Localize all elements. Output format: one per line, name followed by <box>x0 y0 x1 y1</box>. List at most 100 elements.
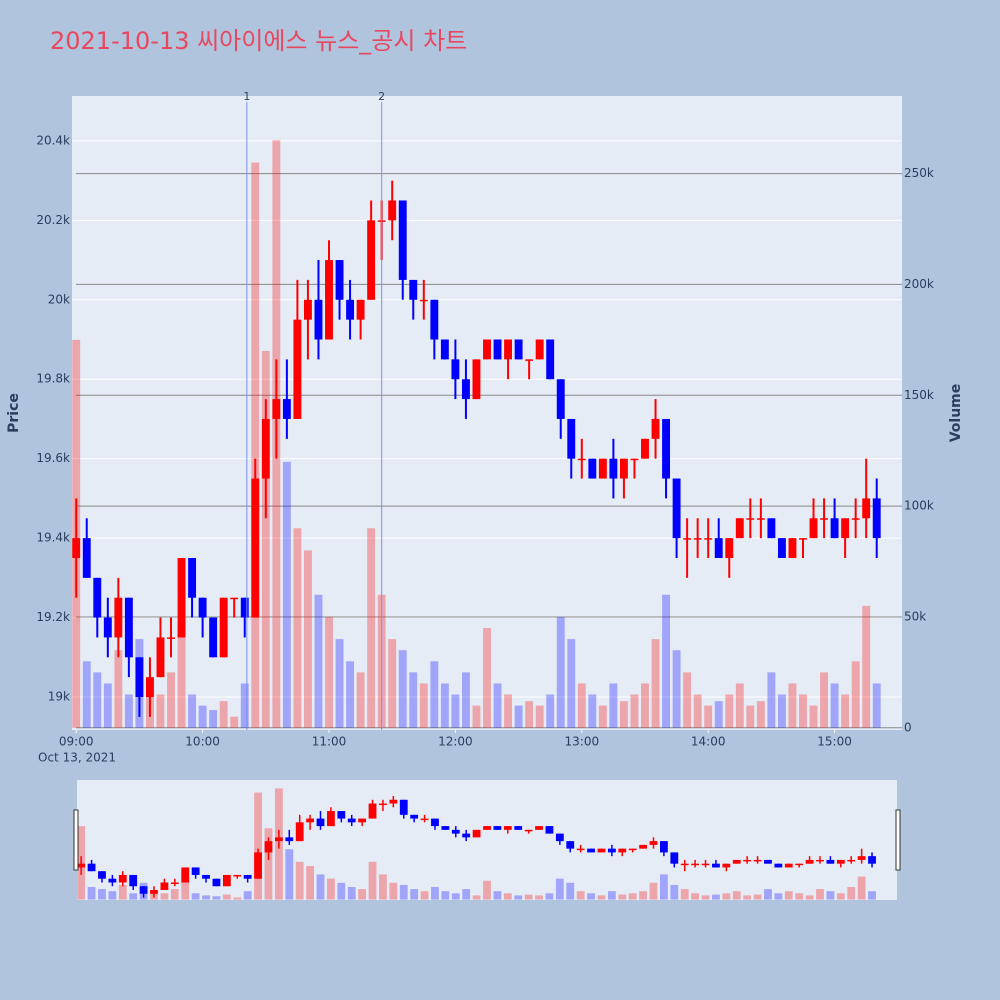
volume-bar <box>525 701 534 728</box>
candle-body <box>767 518 776 539</box>
slider-volume-bar <box>712 894 720 900</box>
slider-volume-bar <box>795 893 804 900</box>
candle-body <box>335 260 344 300</box>
slider-candle-body <box>857 856 866 860</box>
x-tick-label: 14:00 <box>691 735 726 749</box>
slider-candle-body <box>264 841 273 853</box>
candle-body <box>167 637 175 639</box>
volume-bar <box>282 461 291 728</box>
volume-bar <box>630 694 639 728</box>
volume-bar <box>219 701 228 728</box>
candle-body <box>188 557 197 598</box>
slider-handle-left[interactable] <box>73 809 79 871</box>
slider-volume-bar <box>732 891 741 900</box>
candle-body <box>356 299 365 320</box>
volume-bar <box>240 683 249 728</box>
volume-bar <box>398 650 407 728</box>
slider-volume-bar <box>680 889 689 900</box>
candle-body <box>219 597 228 658</box>
slider-volume-bar <box>670 884 679 900</box>
slider-candle-body <box>628 848 637 851</box>
volume-bar <box>777 694 786 728</box>
candle-body <box>504 339 513 360</box>
slider-candle-body <box>243 874 252 879</box>
slider-volume-bar <box>503 893 512 900</box>
volume-bar <box>430 661 439 728</box>
slider-candle-body <box>847 859 856 862</box>
slider-volume-bar <box>264 828 273 900</box>
volume-bar <box>862 605 871 728</box>
candle-body <box>493 339 502 360</box>
x-tick-label: 10:00 <box>185 735 220 749</box>
slider-volume-bar <box>535 895 543 900</box>
slider-volume-bar <box>327 878 335 900</box>
volume-bar <box>209 710 218 728</box>
slider-volume-bar <box>295 861 304 900</box>
slider-candle-body <box>368 803 377 819</box>
candle-body <box>619 458 628 479</box>
volume-bar <box>841 694 850 728</box>
y2-tick-label: 150k <box>904 388 934 402</box>
slider-candle-body <box>160 882 169 890</box>
slider-candle-body <box>764 859 772 864</box>
volume-bar <box>788 683 797 728</box>
candle-body <box>809 518 818 539</box>
slider-volume-bar <box>628 893 637 900</box>
volume-bar <box>472 705 481 728</box>
slider-candle-body <box>836 859 845 864</box>
slider-volume-bar <box>243 891 252 900</box>
slider-volume-bar <box>483 880 491 900</box>
candle-body <box>72 538 81 558</box>
volume-bar <box>335 639 344 728</box>
volume-bar <box>609 683 618 728</box>
candle-body <box>114 597 123 638</box>
candle-body <box>725 538 734 558</box>
candle-body <box>662 418 671 479</box>
slider-candle-body <box>441 826 450 830</box>
candle-body <box>693 538 702 540</box>
slider-candle-body <box>399 799 408 815</box>
candle-body <box>788 538 797 558</box>
candle-body <box>872 498 881 539</box>
y-tick-label: 19.6k <box>36 451 70 465</box>
candle-body <box>135 657 144 698</box>
volume-bar <box>799 694 807 728</box>
y-axis-title: Price <box>6 393 22 433</box>
y-tick-label: 20.2k <box>36 213 70 227</box>
volume-bar <box>325 616 333 728</box>
volume-bar <box>156 694 165 728</box>
candle-body <box>651 418 660 439</box>
slider-candle-body <box>327 811 335 827</box>
slider-candle-body <box>420 818 429 821</box>
volume-bar <box>504 694 513 728</box>
volume-bar <box>830 683 839 728</box>
candle-body <box>419 299 428 302</box>
candle-body <box>472 359 481 400</box>
candle-body <box>556 379 565 419</box>
candle-body <box>851 518 860 520</box>
candle-body <box>346 299 355 320</box>
slider-candle-body <box>431 818 439 827</box>
slider-volume-bar <box>764 889 772 900</box>
volume-bar <box>198 705 207 728</box>
candle-body <box>588 458 597 479</box>
slider-volume-bar <box>722 893 731 900</box>
volume-bar <box>577 683 586 728</box>
slider-volume-bar <box>108 891 117 900</box>
candle-body <box>251 478 260 618</box>
volume-bar <box>809 705 818 728</box>
volume-bar <box>851 661 860 728</box>
volume-bar <box>662 594 671 728</box>
volume-bar <box>535 705 544 728</box>
volume-bar <box>556 616 565 728</box>
candle-body <box>546 339 555 380</box>
candle-body <box>177 557 186 638</box>
candle-body <box>230 597 239 600</box>
volume-bar <box>451 694 460 728</box>
volume-bar <box>683 672 692 728</box>
slider-candle-body <box>462 833 471 838</box>
slider-candle-body <box>587 848 595 853</box>
slider-handle-right[interactable] <box>895 809 901 871</box>
slider-candle-body <box>222 874 231 887</box>
volume-bar <box>746 705 755 728</box>
